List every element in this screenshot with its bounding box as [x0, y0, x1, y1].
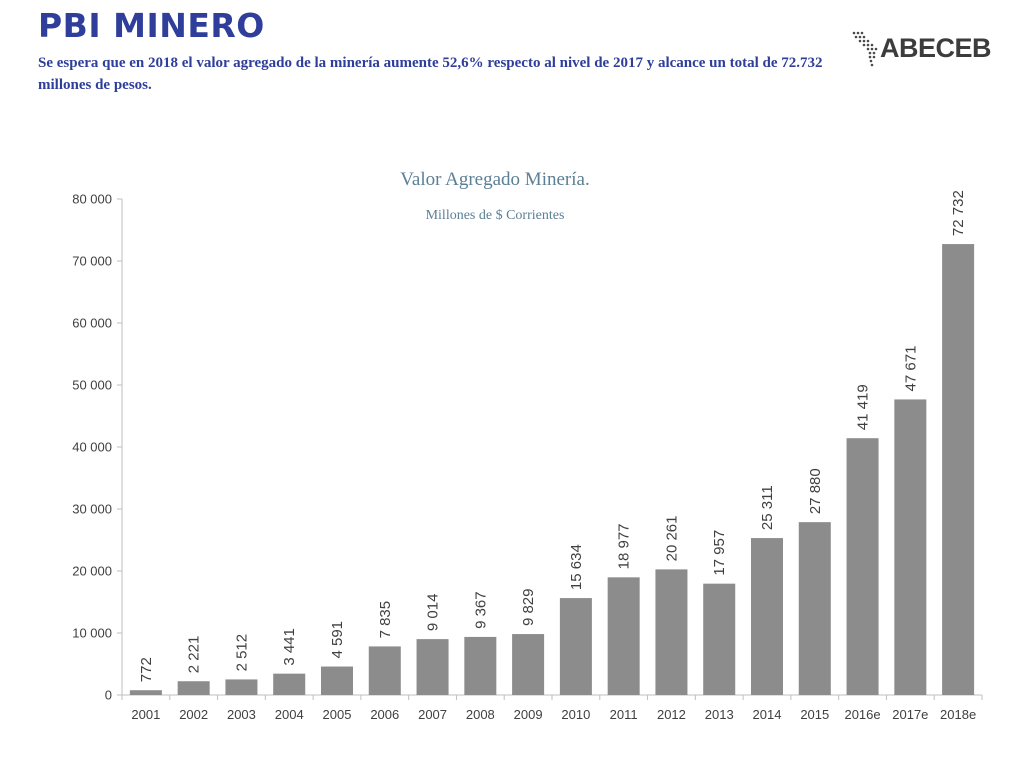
x-tick-label: 2009: [514, 707, 543, 722]
bar: [129, 690, 162, 695]
data-label: 47 671: [902, 346, 919, 392]
y-tick-label: 10 000: [72, 626, 112, 641]
x-tick-label: 2010: [561, 707, 590, 722]
x-tick-label: 2011: [610, 707, 638, 722]
data-label: 772: [138, 657, 155, 682]
bar: [750, 538, 784, 695]
bar: [273, 673, 306, 695]
data-label: 9 014: [425, 594, 442, 632]
data-labels: 772 2 221 2 512 3 441 4 591 7 835 9 014 9 367 9 …: [138, 190, 967, 682]
data-label: 17 957: [711, 530, 728, 576]
bar: [942, 244, 975, 696]
y-tick-label: 30 000: [72, 502, 112, 517]
bar: [320, 666, 354, 695]
data-label: 9 367: [472, 591, 489, 629]
x-tick-label: 2012: [657, 707, 686, 722]
x-tick-label: 2015: [800, 707, 829, 722]
logo-text: ABECEB: [880, 33, 992, 63]
x-tick-label: 2003: [227, 707, 256, 722]
page-title: PBI MINERO: [38, 6, 265, 45]
bar: [894, 399, 927, 695]
data-label: 7 835: [377, 601, 394, 639]
data-label: 15 634: [568, 544, 585, 590]
x-tick-label: 2007: [418, 707, 447, 722]
x-tick-label: 2016e: [844, 707, 880, 722]
bar: [512, 634, 545, 695]
y-tick-label: 50 000: [72, 378, 112, 393]
x-tick-label: 2014: [753, 707, 782, 722]
bar: [798, 522, 831, 695]
bar: [177, 681, 210, 695]
x-tick-label: 2013: [705, 707, 734, 722]
x-tick-label: 2008: [466, 707, 495, 722]
y-tick-label: 0: [105, 688, 112, 703]
bar: [225, 679, 258, 695]
bar: [416, 639, 449, 695]
bar: [703, 583, 736, 695]
bar: [655, 569, 688, 695]
bar: [607, 577, 640, 695]
x-tick-label: 2005: [323, 707, 352, 722]
x-tick-label: 2017e: [892, 707, 928, 722]
x-tick-label: 2018e: [940, 707, 976, 722]
y-tick-label: 80 000: [72, 192, 112, 207]
abeceb-logo: ABECEB: [850, 30, 992, 70]
bars: [129, 244, 975, 696]
data-label: 25 311: [759, 485, 776, 530]
data-label: 72 732: [950, 190, 967, 236]
data-label: 2 512: [233, 634, 250, 672]
bar: [846, 438, 879, 695]
bar-chart: Valor Agregado Minería. Millones de $ Co…: [72, 169, 983, 722]
x-tick-label: 2002: [179, 707, 208, 722]
bar: [368, 646, 401, 695]
x-tick-label: 2004: [275, 707, 304, 722]
data-label: 18 977: [616, 523, 633, 569]
page-subtitle: Se espera que en 2018 el valor agregado …: [38, 55, 823, 93]
bar: [559, 598, 592, 695]
x-tick-label: 2001: [131, 707, 160, 722]
data-label: 27 880: [807, 468, 824, 514]
data-label: 20 261: [663, 515, 680, 561]
y-tick-label: 20 000: [72, 564, 112, 579]
data-label: 2 221: [186, 636, 203, 674]
chart-title: Valor Agregado Minería.: [400, 169, 589, 190]
americas-map-icon: [852, 31, 878, 67]
data-label: 3 441: [281, 628, 298, 666]
data-label: 4 591: [329, 621, 346, 659]
data-label: 41 419: [855, 384, 872, 430]
bar: [464, 636, 497, 695]
chart-axes: 0 10 000 20 000 30 000 40 000 50 000 60 000 70 …: [72, 192, 983, 722]
y-tick-label: 70 000: [72, 254, 112, 269]
y-tick-label: 40 000: [72, 440, 112, 455]
data-label: 9 829: [520, 589, 537, 627]
chart-subtitle: Millones de $ Corrientes: [426, 208, 565, 223]
x-tick-label: 2006: [370, 707, 399, 722]
y-tick-label: 60 000: [72, 316, 112, 331]
